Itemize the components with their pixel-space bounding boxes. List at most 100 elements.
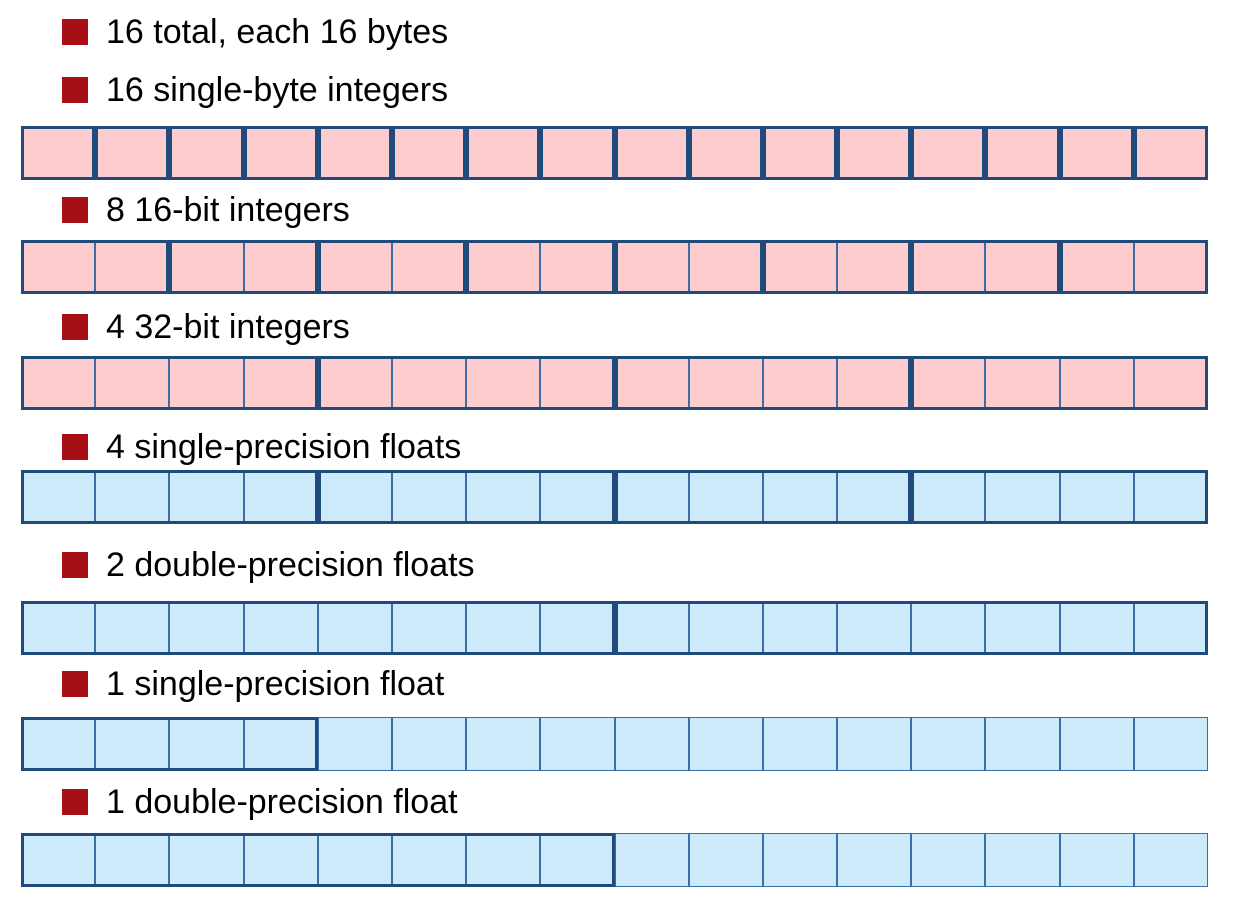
byte-cell [762,833,838,887]
byte-cell [614,717,689,771]
byte-cell [1059,470,1134,524]
byte-cell [391,601,467,655]
lane-outline [21,833,615,887]
byte-cell [688,717,763,771]
byte-cell [1059,717,1134,771]
square-bullet-icon [62,77,88,103]
lane-outline [21,717,318,771]
lane-outline [21,356,318,410]
byte-cell [614,833,689,887]
bullet-line: 16 single-byte integers [62,70,448,110]
byte-cell [1133,717,1208,771]
byte-cell [1133,833,1208,887]
lane-outline [540,126,615,180]
register-16-bytes [21,356,1208,410]
register-16-bytes [21,601,1208,655]
row-label: 2 double-precision floats [106,546,475,584]
byte-cell [985,833,1060,887]
lane-outline [985,126,1060,180]
byte-cell [911,470,986,524]
lane-outline [762,126,838,180]
byte-cell [985,717,1060,771]
lane-outline [911,240,1060,294]
register-16-bytes [21,833,1208,887]
lane-outline [21,240,170,294]
square-bullet-icon [62,434,88,460]
square-bullet-icon [62,552,88,578]
lane-outline [1133,126,1208,180]
byte-cell [169,356,244,410]
register-16-bytes [21,126,1208,180]
lane-outline [911,126,986,180]
bullet-line: 4 32-bit integers [62,307,350,347]
lane-outline [391,126,467,180]
byte-cell [985,470,1060,524]
lane-outline [614,356,912,410]
byte-cell [391,356,467,410]
lane-outline [762,240,912,294]
row-label: 16 single-byte integers [106,71,449,109]
lane-outline [614,240,763,294]
square-bullet-icon [62,19,88,45]
row-label: 1 single-precision float [106,665,445,703]
byte-cell [837,240,912,294]
bullet-line: 16 total, each 16 bytes [62,12,448,52]
byte-cell [1133,356,1208,410]
register-16-bytes [21,240,1208,294]
byte-cell [317,833,392,887]
byte-cell [540,717,615,771]
byte-cell [466,833,541,887]
row-label: 16 total, each 16 bytes [106,13,449,51]
row-label: 8 16-bit integers [106,191,350,229]
lane-outline [911,470,1208,524]
byte-cell [837,717,912,771]
lane-outline [837,126,912,180]
lane-outline [21,126,96,180]
byte-cell [911,833,986,887]
square-bullet-icon [62,789,88,815]
lane-outline [95,126,170,180]
byte-cell [837,126,912,180]
byte-cell [243,240,318,294]
byte-cell [911,717,986,771]
lane-outline [688,126,763,180]
byte-cell [837,470,912,524]
byte-cell [837,833,912,887]
row-label: 4 32-bit integers [106,308,350,346]
bullet-line: 1 double-precision float [62,782,458,822]
byte-cell [466,470,541,524]
lane-outline [466,126,541,180]
lane-outline [614,470,912,524]
byte-cell [762,601,838,655]
byte-cell [762,717,838,771]
lane-outline [1059,240,1208,294]
byte-cell [21,470,96,524]
byte-cell [762,470,838,524]
lane-outline [614,601,1208,655]
byte-cell [317,717,392,771]
square-bullet-icon [62,671,88,697]
bullet-line: 2 double-precision floats [62,545,475,585]
lane-outline [317,240,467,294]
byte-cell [466,717,541,771]
lane-outline [21,470,318,524]
register-16-bytes [21,717,1208,771]
lane-outline [1059,126,1134,180]
lane-outline [911,356,1208,410]
byte-cell [243,356,318,410]
byte-cell [391,717,467,771]
lane-outline [317,356,615,410]
lane-outline [169,126,244,180]
byte-cell [540,833,615,887]
byte-cell [95,833,170,887]
square-bullet-icon [62,197,88,223]
lane-outline [317,470,615,524]
lane-outline [614,126,689,180]
lane-outline [466,240,615,294]
byte-cell [466,601,541,655]
lane-outline [243,126,318,180]
lane-outline [169,240,318,294]
byte-cell [95,126,170,180]
byte-cell [1059,833,1134,887]
